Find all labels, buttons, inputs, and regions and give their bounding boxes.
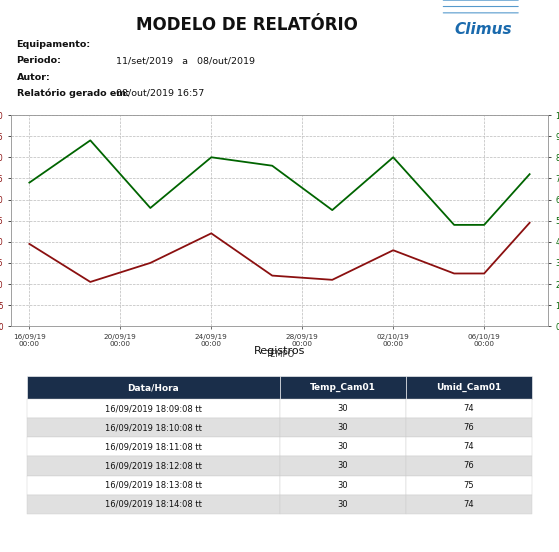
X-axis label: TEMPO: TEMPO [265, 350, 294, 359]
FancyBboxPatch shape [406, 376, 532, 399]
Text: 76: 76 [463, 423, 474, 432]
Text: 74: 74 [463, 404, 474, 413]
FancyBboxPatch shape [27, 437, 280, 457]
Text: 76: 76 [463, 461, 474, 470]
Text: Registros: Registros [254, 346, 305, 355]
FancyBboxPatch shape [406, 399, 532, 418]
Text: 30: 30 [337, 442, 348, 452]
FancyBboxPatch shape [27, 399, 280, 418]
Text: 16/09/2019 18:13:08 tt: 16/09/2019 18:13:08 tt [105, 481, 202, 490]
Text: 74: 74 [463, 500, 474, 509]
FancyBboxPatch shape [280, 476, 406, 495]
FancyBboxPatch shape [406, 418, 532, 437]
Text: 30: 30 [337, 423, 348, 432]
Text: Equipamento:: Equipamento: [17, 40, 91, 49]
Text: 74: 74 [463, 442, 474, 452]
FancyBboxPatch shape [280, 457, 406, 476]
Text: 16/09/2019 18:12:08 tt: 16/09/2019 18:12:08 tt [105, 461, 202, 470]
Text: Periodo:: Periodo: [17, 56, 61, 65]
Text: 75: 75 [463, 481, 474, 490]
Text: Data/Hora: Data/Hora [127, 383, 179, 392]
Text: MODELO DE RELATÓRIO: MODELO DE RELATÓRIO [136, 15, 358, 34]
Text: 16/09/2019 18:10:08 tt: 16/09/2019 18:10:08 tt [105, 423, 202, 432]
Text: 16/09/2019 18:11:08 tt: 16/09/2019 18:11:08 tt [105, 442, 202, 452]
Text: Relatório gerado em:: Relatório gerado em: [17, 89, 129, 98]
Text: Umid_Cam01: Umid_Cam01 [436, 383, 501, 392]
FancyBboxPatch shape [280, 437, 406, 457]
FancyBboxPatch shape [280, 418, 406, 437]
Text: 11/set/2019   a   08/out/2019: 11/set/2019 a 08/out/2019 [116, 56, 255, 65]
FancyBboxPatch shape [27, 476, 280, 495]
FancyBboxPatch shape [406, 437, 532, 457]
FancyBboxPatch shape [27, 457, 280, 476]
FancyBboxPatch shape [27, 495, 280, 514]
Text: Temp_Cam01: Temp_Cam01 [310, 383, 376, 392]
Text: 16/09/2019 18:14:08 tt: 16/09/2019 18:14:08 tt [105, 500, 202, 509]
Text: 16/09/2019 18:09:08 tt: 16/09/2019 18:09:08 tt [105, 404, 202, 413]
Text: 30: 30 [337, 481, 348, 490]
Text: 08/out/2019 16:57: 08/out/2019 16:57 [116, 89, 204, 98]
Text: Autor:: Autor: [17, 73, 50, 82]
FancyBboxPatch shape [280, 376, 406, 399]
Text: 30: 30 [337, 461, 348, 470]
FancyBboxPatch shape [27, 418, 280, 437]
FancyBboxPatch shape [280, 495, 406, 514]
FancyBboxPatch shape [406, 476, 532, 495]
FancyBboxPatch shape [406, 457, 532, 476]
Text: 30: 30 [337, 404, 348, 413]
FancyBboxPatch shape [280, 399, 406, 418]
FancyBboxPatch shape [27, 376, 280, 399]
Text: Climus: Climus [454, 22, 512, 37]
Text: 30: 30 [337, 500, 348, 509]
FancyBboxPatch shape [406, 495, 532, 514]
